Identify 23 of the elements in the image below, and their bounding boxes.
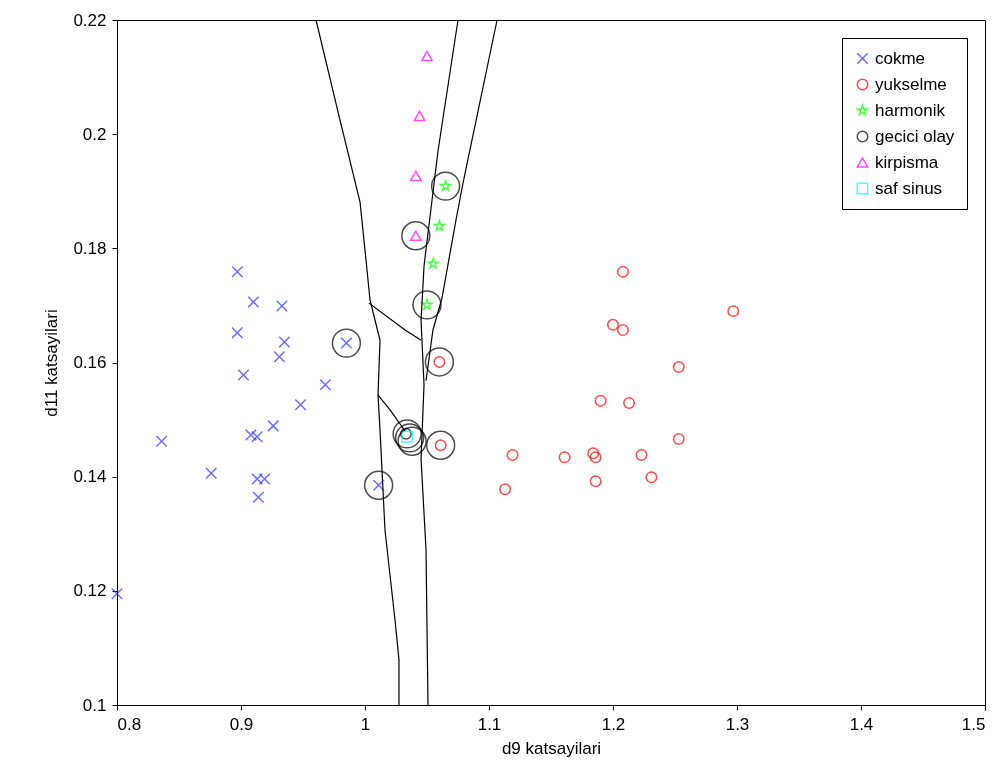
x-axis-title: d9 katsayilari [501, 738, 602, 758]
x-tick-label: 0.8 [117, 714, 142, 734]
y-tick-label: 0.22 [73, 10, 107, 30]
y-tick-label: 0.12 [73, 581, 107, 601]
y-tick-label: 0.14 [73, 467, 107, 487]
legend-label: saf sinus [875, 178, 943, 198]
x-tick-label: 1.4 [849, 714, 874, 734]
y-tick-label: 0.16 [73, 353, 107, 372]
y-tick-label: 0.2 [82, 124, 107, 144]
y-tick-label: 0.1 [82, 695, 107, 715]
x-tick-label: 1.2 [601, 714, 626, 734]
y-tick-label: 0.18 [73, 238, 107, 258]
y-axis-title: d11 katsayilari [42, 309, 62, 417]
x-tick-label: 1.1 [477, 714, 502, 734]
x-tick-label: 1.3 [725, 714, 750, 734]
legend-label: gecici olay [875, 126, 955, 146]
legend-label: cokme [875, 48, 926, 68]
x-tick-label: 0.9 [229, 714, 254, 734]
x-tick-label: 1 [360, 714, 371, 734]
legend-label: kirpisma [875, 152, 939, 172]
legend-label: harmonik [875, 100, 946, 120]
x-tick-label: 1.5 [961, 714, 986, 734]
legend-label: yukselme [875, 74, 947, 94]
